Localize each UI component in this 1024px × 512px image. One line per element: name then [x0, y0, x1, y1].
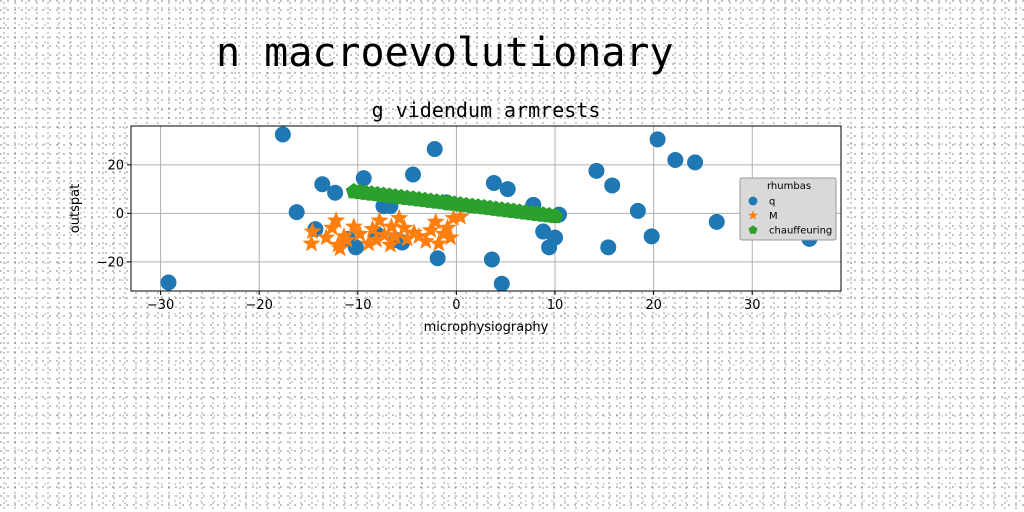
point-q — [274, 126, 291, 143]
point-M — [363, 219, 382, 237]
axes-frame — [130, 125, 842, 292]
legend-box — [739, 177, 837, 241]
point-M — [429, 234, 448, 252]
point-M — [404, 223, 424, 241]
point-M — [337, 230, 356, 248]
point-q — [355, 170, 372, 187]
point-M — [334, 226, 354, 245]
point-M — [367, 230, 386, 248]
point-M — [329, 235, 348, 253]
figure-suptitle: n macroevolutionary — [216, 30, 674, 76]
series-chauffeuring — [345, 183, 564, 224]
legend-marker-M — [748, 210, 758, 220]
point-q — [314, 176, 331, 193]
point-M — [441, 228, 460, 246]
point-q — [708, 213, 725, 230]
y-tick-label: 20 — [107, 158, 124, 173]
point-M — [359, 234, 378, 252]
x-tick-label: 0 — [452, 298, 460, 313]
point-M — [386, 226, 405, 245]
point-M — [409, 226, 428, 245]
point-M — [398, 229, 417, 247]
legend-label-q: q — [769, 197, 775, 208]
point-M — [344, 217, 363, 235]
ticks-layer: −30 −20 −10 0 10 20 30 −20 0 20 — [97, 158, 761, 313]
series-M — [302, 207, 470, 257]
point-M — [350, 224, 369, 242]
chart-title: g videndum armrests — [372, 98, 601, 122]
point-q — [405, 166, 422, 183]
point-M — [381, 235, 400, 253]
point-q — [493, 275, 510, 291]
point-q — [426, 141, 443, 158]
point-M — [390, 208, 409, 226]
point-M — [375, 225, 394, 243]
point-M — [395, 218, 414, 236]
point-M — [331, 239, 350, 257]
point-q — [629, 202, 646, 219]
x-tick-label: −10 — [344, 298, 371, 313]
y-tick-label: −20 — [97, 255, 124, 270]
point-q — [485, 175, 502, 192]
point-q — [667, 151, 684, 168]
point-q — [483, 251, 500, 268]
point-q — [588, 162, 605, 179]
point-M — [302, 234, 321, 252]
point-q — [600, 239, 617, 256]
point-q — [288, 204, 305, 221]
point-q — [643, 228, 660, 245]
x-tick-label: 10 — [547, 298, 564, 313]
point-q — [160, 274, 177, 291]
point-M — [370, 211, 389, 229]
point-q — [547, 229, 564, 246]
legend-title: rhumbas — [767, 181, 811, 192]
point-M — [416, 231, 435, 249]
point-M — [327, 211, 346, 229]
point-q — [687, 154, 704, 171]
point-q — [649, 131, 666, 148]
point-M — [317, 228, 336, 246]
point-q — [535, 223, 552, 240]
point-q — [499, 181, 516, 198]
point-M — [426, 212, 445, 230]
point-q — [347, 239, 364, 256]
x-tick-label: 20 — [645, 298, 662, 313]
x-tick-label: −20 — [245, 298, 272, 313]
y-axis-label: outspat — [68, 184, 83, 233]
point-M — [303, 222, 322, 240]
point-q — [327, 184, 344, 201]
point-M — [421, 220, 440, 239]
legend-label-M: M — [769, 211, 778, 222]
x-tick-label: −30 — [147, 298, 174, 313]
x-axis-label: microphysiography — [424, 320, 549, 335]
point-M — [444, 208, 463, 226]
marks-layer — [160, 126, 818, 291]
legend-label-chauffeuring: chauffeuring — [769, 226, 832, 237]
y-tick-label: 0 — [116, 207, 124, 222]
legend-marker-chauffeuring — [748, 225, 758, 234]
point-q — [429, 250, 446, 267]
legend-marker-q — [748, 196, 758, 206]
point-M — [438, 218, 457, 236]
point-chauffeuring — [546, 207, 564, 224]
x-tick-label: 30 — [744, 298, 761, 313]
point-M — [451, 207, 470, 225]
point-q — [604, 177, 621, 194]
point-M — [382, 217, 401, 235]
